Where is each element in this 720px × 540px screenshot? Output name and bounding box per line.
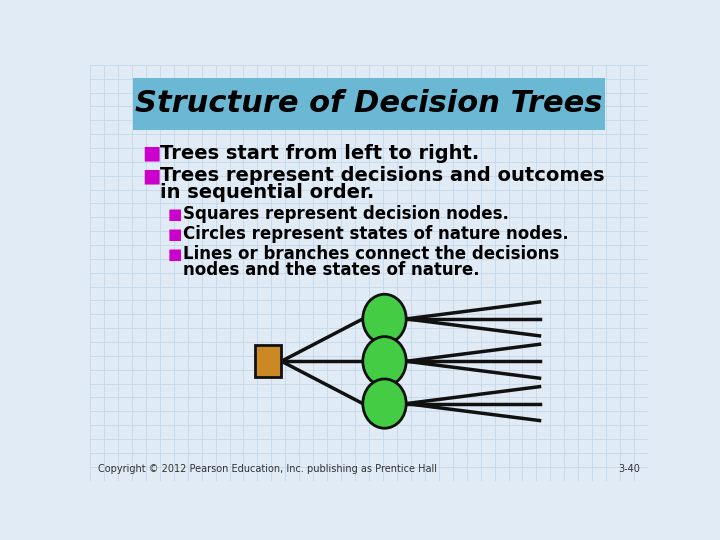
Text: Structure of Decision Trees: Structure of Decision Trees [135,89,603,118]
Ellipse shape [363,379,406,428]
Ellipse shape [363,294,406,343]
Text: ■: ■ [143,166,161,185]
Text: nodes and the states of nature.: nodes and the states of nature. [183,261,480,279]
Text: ■: ■ [143,144,161,163]
Text: Circles represent states of nature nodes.: Circles represent states of nature nodes… [183,225,569,243]
Text: 3-40: 3-40 [618,464,640,475]
FancyBboxPatch shape [255,345,282,377]
Text: ■: ■ [168,247,182,262]
Ellipse shape [363,336,406,386]
Text: ■: ■ [168,227,182,242]
Text: Trees represent decisions and outcomes: Trees represent decisions and outcomes [160,166,604,185]
Text: in sequential order.: in sequential order. [160,183,374,202]
Text: Lines or branches connect the decisions: Lines or branches connect the decisions [183,245,559,263]
FancyBboxPatch shape [132,78,606,130]
Text: Trees start from left to right.: Trees start from left to right. [160,144,479,163]
Text: Copyright © 2012 Pearson Education, Inc. publishing as Prentice Hall: Copyright © 2012 Pearson Education, Inc.… [98,464,437,475]
Text: ■: ■ [168,207,182,222]
Text: Squares represent decision nodes.: Squares represent decision nodes. [183,205,509,223]
